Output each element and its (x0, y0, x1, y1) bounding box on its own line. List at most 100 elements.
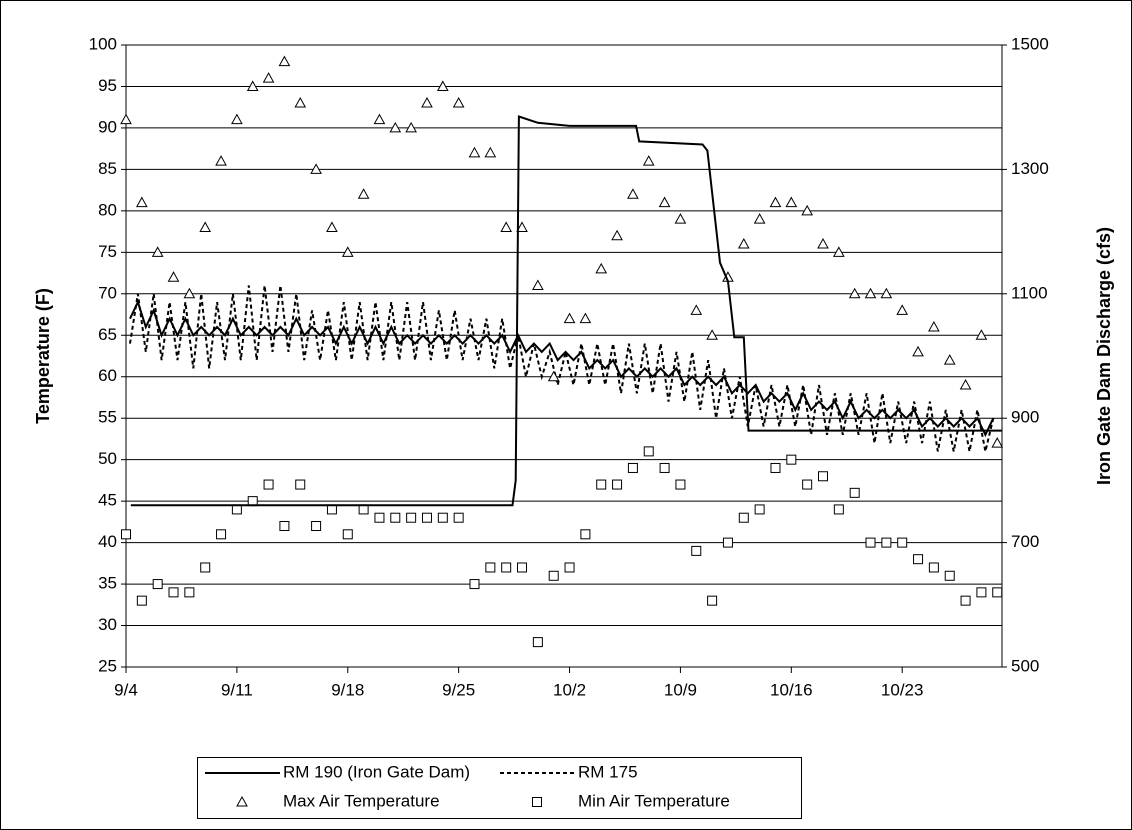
triangle-marker (468, 146, 481, 158)
triangle-marker (896, 304, 909, 315)
legend-label: Min Air Temperature (578, 791, 730, 810)
square-marker (612, 479, 623, 490)
triangle-marker (532, 279, 544, 291)
y-tick-label: 30 (98, 615, 117, 634)
triangle-marker (452, 97, 465, 108)
square-marker (580, 529, 591, 540)
y-tick-label: 85 (98, 159, 117, 178)
triangle-marker (595, 262, 608, 274)
y-tick-label: 25 (98, 656, 117, 675)
legend-label: Max Air Temperature (283, 791, 440, 810)
triangle-marker (975, 329, 988, 340)
triangle-marker (199, 221, 212, 232)
square-marker (754, 504, 765, 515)
legend-box (197, 757, 802, 819)
y-tick-label: 75 (98, 242, 117, 261)
triangle-marker (151, 246, 164, 257)
triangle-marker (991, 437, 1004, 448)
triangle-marker (690, 304, 703, 315)
triangle-marker (943, 354, 956, 365)
y-tick-label: 70 (98, 283, 117, 302)
triangle-marker (864, 287, 877, 299)
square-marker (817, 471, 828, 482)
square-marker (517, 562, 528, 573)
triangle-marker (436, 80, 449, 91)
square-marker (659, 462, 670, 473)
triangle-marker (753, 213, 766, 224)
x-tick-label: 9/18 (331, 680, 364, 699)
triangle-marker (310, 163, 322, 174)
square-marker (421, 512, 432, 523)
series-line (130, 115, 1002, 507)
square-marker (992, 587, 1003, 598)
triangle-marker (326, 221, 338, 232)
triangle-marker (848, 287, 861, 299)
square-marker (881, 537, 892, 548)
y2-tick-label: 1100 (1011, 283, 1048, 302)
square-marker (136, 595, 147, 606)
triangle-marker (405, 121, 417, 133)
y2-axis-title: Iron Gate Dam Discharge (cfs) (1094, 227, 1114, 485)
square-marker (976, 587, 987, 598)
square-marker (960, 595, 971, 606)
square-marker (722, 537, 733, 548)
triangle-marker (706, 329, 718, 340)
square-marker (849, 487, 860, 498)
square-marker (913, 554, 924, 565)
x-tick-label: 10/9 (664, 680, 697, 699)
triangle-marker (183, 287, 196, 299)
legend-label: RM 175 (578, 762, 638, 781)
square-marker (928, 562, 939, 573)
triangle-marker (563, 312, 576, 324)
y-tick-label: 90 (98, 117, 117, 136)
y2-tick-label: 700 (1011, 532, 1039, 551)
triangle-marker (547, 370, 560, 382)
x-tick-label: 9/11 (221, 680, 253, 699)
square-marker (184, 587, 195, 598)
x-tick-label: 10/16 (770, 680, 813, 699)
triangle-marker (880, 287, 893, 299)
y2-tick-label: 900 (1011, 408, 1039, 427)
square-marker (596, 479, 607, 490)
square-marker (311, 521, 322, 532)
square-marker (944, 570, 955, 581)
series-line (129, 299, 995, 438)
square-marker (548, 570, 559, 581)
x-tick-label: 10/23 (881, 680, 924, 699)
triangle-marker (928, 320, 940, 332)
triangle-marker (785, 196, 798, 208)
triangle-marker (737, 238, 750, 249)
square-marker (485, 562, 496, 573)
triangle-marker (341, 246, 354, 257)
triangle-marker (231, 113, 243, 125)
square-marker (802, 479, 813, 490)
y-tick-label: 100 (89, 34, 117, 53)
triangle-marker (500, 221, 513, 232)
y-tick-label: 80 (98, 200, 117, 219)
triangle-marker (832, 246, 845, 257)
triangle-marker (674, 213, 687, 224)
square-marker (707, 595, 718, 606)
triangle-marker (642, 155, 655, 166)
square-marker (216, 529, 227, 540)
square-marker (247, 496, 258, 507)
square-marker (691, 545, 702, 556)
square-marker (279, 521, 290, 532)
triangle-marker (135, 196, 148, 208)
square-marker (833, 504, 844, 515)
y-tick-label: 65 (98, 325, 117, 344)
y2-tick-label: 500 (1011, 656, 1039, 675)
series-line (129, 285, 995, 452)
triangle-marker (246, 80, 259, 91)
legend-label: RM 190 (Iron Gate Dam) (283, 762, 470, 781)
triangle-marker (421, 97, 433, 108)
square-marker (453, 512, 464, 523)
y-tick-label: 95 (98, 76, 117, 95)
y2-tick-label: 1500 (1011, 34, 1049, 53)
triangle-marker (167, 271, 180, 282)
square-marker (200, 562, 211, 573)
triangle-marker (627, 188, 639, 199)
square-marker (627, 462, 638, 473)
